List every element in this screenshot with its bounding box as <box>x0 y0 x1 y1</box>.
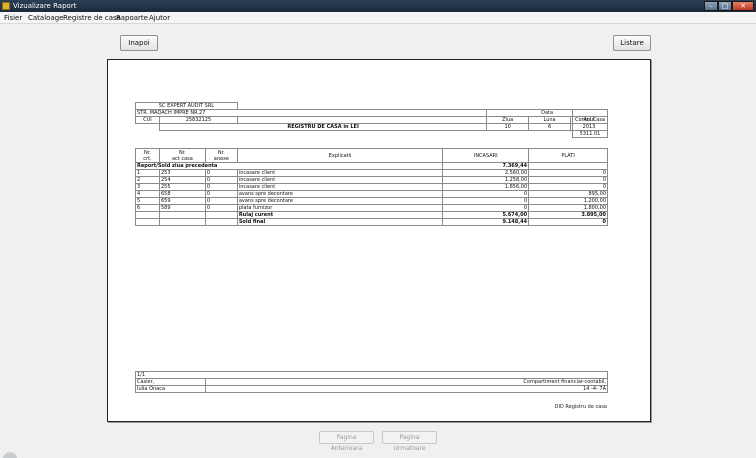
col-nr-act: Nr. act casa <box>158 148 206 163</box>
start-orb-icon <box>3 452 17 458</box>
col-nr-anexe: Nr. anexe <box>204 148 238 163</box>
row-act: 254 <box>158 176 206 184</box>
rulaj-label: Rulaj curent <box>236 211 444 219</box>
month-value: 6 <box>528 123 572 131</box>
col-nr-crt: Nr. crt. <box>135 148 160 163</box>
back-button[interactable]: Inapoi <box>120 35 158 51</box>
row-incasari: 1.856,00 <box>442 183 530 191</box>
row-anexe: 0 <box>204 204 238 212</box>
menu-cataloage[interactable]: Cataloage <box>28 14 64 22</box>
report-title: REGISTRU DE CASA in LEI <box>158 123 488 131</box>
company-address: STR. MADACH IMPRE NR.27 <box>134 109 488 117</box>
col-explicatii: Explicatii <box>236 148 444 163</box>
row-anexe: 0 <box>204 183 238 191</box>
close-icon[interactable]: ✕ <box>732 1 754 11</box>
row-crt: 2 <box>135 176 160 184</box>
report-footer-table: 1/1 Casier, Compartiment financiar-conta… <box>135 371 609 393</box>
row-act: 253 <box>158 169 206 177</box>
app-icon <box>2 2 10 10</box>
sold-label: Sold final <box>236 218 444 226</box>
row-plati: 0 <box>528 176 608 184</box>
row-explicatii: incasare client <box>236 176 444 184</box>
row-explicatii: incasare client <box>236 183 444 191</box>
cashier-name: Iulia Onaca <box>135 385 206 393</box>
menu-rapoarte[interactable]: Rapoarte <box>116 14 148 22</box>
window-title: Vizualizare Raport <box>13 2 77 10</box>
sold-incasari: 9.148,44 <box>442 218 530 226</box>
menu-bar: Fisier Cataloage Registre de casa Rapoar… <box>0 12 756 24</box>
row-plati: 1.800,00 <box>528 204 608 212</box>
col-incasari: INCASARI <box>442 148 530 163</box>
register-table: Nr. crt. Nr. act casa Nr. anexe Explicatii … <box>134 148 608 226</box>
day-value: 10 <box>486 123 530 131</box>
row-crt: 5 <box>135 197 160 205</box>
cui-value: 25832125 <box>158 116 238 124</box>
row-plati: 895,00 <box>528 190 608 198</box>
row-anexe: 0 <box>204 190 238 198</box>
row-explicatii: avans spre decontare <box>236 190 444 198</box>
day-label: Ziua <box>486 116 530 124</box>
page-indicator: 1/1 <box>135 371 608 379</box>
menu-registre-de-casa[interactable]: Registre de casa <box>63 14 121 22</box>
row-crt: 3 <box>135 183 160 191</box>
previous-balance-label: Report/Sold ziua precedenta <box>134 162 444 170</box>
menu-ajutor[interactable]: Ajutor <box>149 14 171 22</box>
row-act: 589 <box>158 204 206 212</box>
next-page-button[interactable]: Pagina Urmatoare <box>382 431 437 452</box>
account-value: 5311.01 <box>572 130 608 138</box>
row-incasari: 0 <box>442 190 530 198</box>
rulaj-plati: 3.895,00 <box>528 211 608 219</box>
company-name: SC EXPERT AUDIT SRL <box>135 102 238 110</box>
table-row: 5 659 0 avans spre decontare 0 1.200,00 <box>135 197 608 205</box>
table-row: 3 255 0 incasare client 1.856,00 0 <box>135 183 608 191</box>
month-label: Luna <box>528 116 572 124</box>
row-anexe: 0 <box>204 169 238 177</box>
prev-page-button[interactable]: Pagina Anterioara <box>319 431 374 452</box>
account-table: Contul Casa 5311.01 <box>572 109 608 138</box>
window-controls: – □ ✕ <box>704 1 754 11</box>
rulaj-incasari: 5.674,00 <box>442 211 530 219</box>
dept-label: Compartiment financiar-contabil, <box>204 378 609 386</box>
row-plati: 1.200,00 <box>528 197 608 205</box>
form-code: 14 -4- 7A <box>204 385 609 393</box>
footer-note: DID Registru de casa <box>554 404 607 410</box>
row-incasari: 2.560,00 <box>442 169 530 177</box>
table-row: 6 589 0 plata furnizor 0 1.800,00 <box>135 204 608 212</box>
maximize-icon[interactable]: □ <box>718 1 732 11</box>
title-bar: Vizualizare Raport – □ ✕ <box>0 0 756 12</box>
table-row: 4 658 0 avans spre decontare 0 895,00 <box>135 190 608 198</box>
row-incasari: 0 <box>442 204 530 212</box>
row-crt: 1 <box>135 169 160 177</box>
sold-plati: 0 <box>528 218 608 226</box>
row-crt: 4 <box>135 190 160 198</box>
row-anexe: 0 <box>204 197 238 205</box>
row-act: 658 <box>158 190 206 198</box>
row-explicatii: incasare client <box>236 169 444 177</box>
table-row: 2 254 0 incasare client 1.258,00 0 <box>135 176 608 184</box>
row-incasari: 1.258,00 <box>442 176 530 184</box>
report-page: SC EXPERT AUDIT SRL STR. MADACH IMPRE NR… <box>107 59 651 422</box>
account-label: Contul Casa <box>572 109 608 131</box>
minimize-icon[interactable]: – <box>704 1 718 11</box>
row-explicatii: avans spre decontare <box>236 197 444 205</box>
print-button[interactable]: Listare <box>613 35 651 51</box>
row-crt: 6 <box>135 204 160 212</box>
row-act: 659 <box>158 197 206 205</box>
report-header-table: SC EXPERT AUDIT SRL STR. MADACH IMPRE NR… <box>134 102 608 131</box>
row-explicatii: plata furnizor <box>236 204 444 212</box>
menu-fisier[interactable]: Fisier <box>4 14 23 22</box>
row-plati: 0 <box>528 183 608 191</box>
previous-balance-value: 7.369,44 <box>442 162 530 170</box>
row-incasari: 0 <box>442 197 530 205</box>
table-row: 1 253 0 incasare client 2.560,00 0 <box>135 169 608 177</box>
cashier-label: Casier, <box>135 378 206 386</box>
row-plati: 0 <box>528 169 608 177</box>
row-act: 255 <box>158 183 206 191</box>
cui-label: CUI <box>135 116 160 124</box>
col-plati: PLATI <box>528 148 608 163</box>
row-anexe: 0 <box>204 176 238 184</box>
